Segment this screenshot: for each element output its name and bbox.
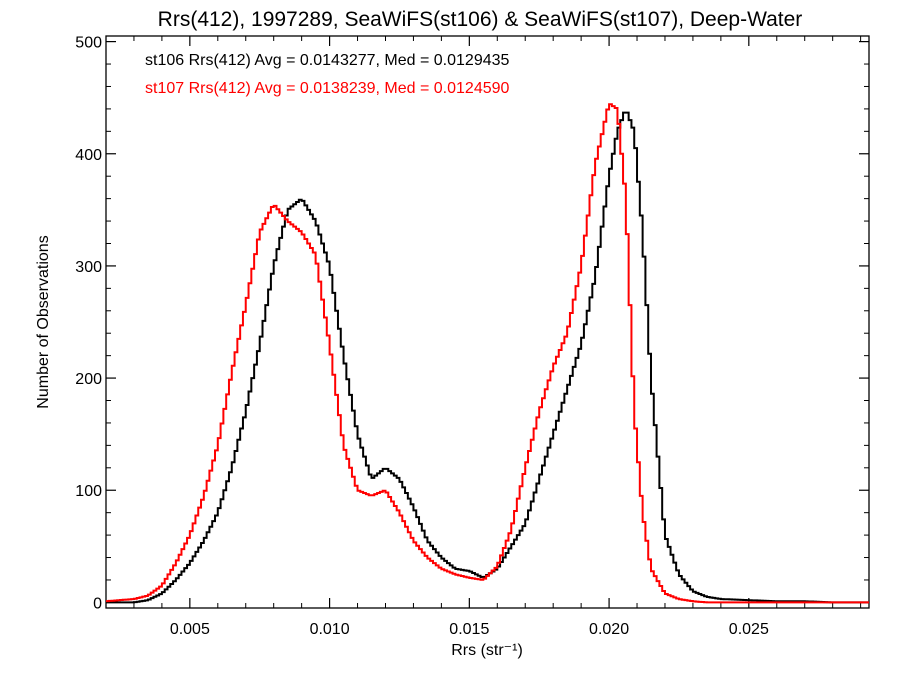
x-axis-ticks: 0.005 0.010 0.015 0.020 0.025: [105, 36, 862, 638]
x-tick-label: 0.020: [589, 621, 629, 638]
annotation-st106: st106 Rrs(412) Avg = 0.0143277, Med = 0.…: [145, 52, 510, 69]
y-axis-label: Number of Observations: [35, 235, 52, 408]
series-st106-line: [106, 111, 869, 604]
y-tick-label: 200: [75, 371, 102, 388]
series-st107-line: [106, 103, 869, 604]
annotation-st107: st107 Rrs(412) Avg = 0.0138239, Med = 0.…: [145, 80, 510, 97]
y-tick-label: 500: [75, 35, 102, 52]
y-tick-label: 100: [75, 483, 102, 500]
y-tick-label: 400: [75, 147, 102, 164]
y-tick-label: 300: [75, 259, 102, 276]
series-layer: [106, 103, 869, 604]
x-tick-label: 0.025: [729, 621, 769, 638]
x-tick-label: 0.015: [449, 621, 489, 638]
chart-title: Rrs(412), 1997289, SeaWiFS(st106) & SeaW…: [158, 8, 803, 31]
y-axis-ticks: 0 100 200 300 400 500: [75, 35, 869, 612]
y-tick-label: 0: [93, 595, 102, 612]
x-tick-label: 0.010: [310, 621, 350, 638]
plot-frame: [105, 35, 870, 609]
x-tick-label: 0.005: [170, 621, 210, 638]
x-axis-label: Rrs (str⁻¹): [451, 642, 523, 659]
